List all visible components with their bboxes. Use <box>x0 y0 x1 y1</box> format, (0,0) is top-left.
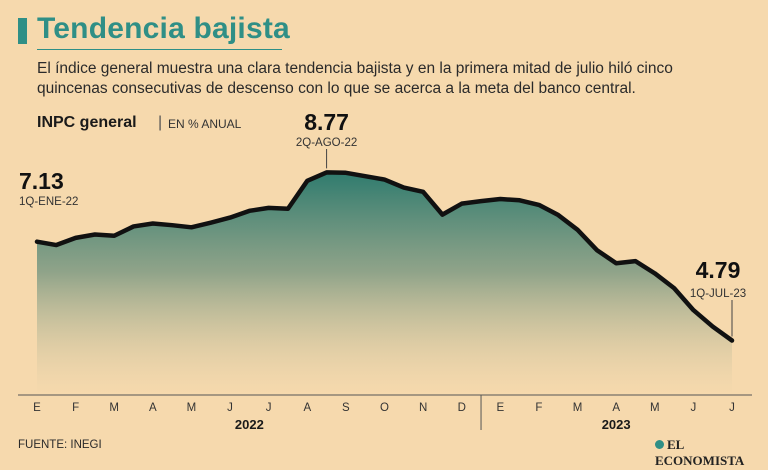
x-tick-label: S <box>342 402 350 414</box>
x-tick-label: M <box>187 402 197 414</box>
brand-dot-icon <box>655 440 664 449</box>
source-note: FUENTE: INEGI <box>18 439 102 451</box>
x-tick-label: A <box>612 402 620 414</box>
year-label: 2023 <box>602 417 631 432</box>
x-tick-label: F <box>72 402 79 414</box>
x-tick-label: J <box>266 402 272 414</box>
brand-name: EL ECONOMISTA <box>655 437 745 468</box>
annotation-value: 7.13 <box>19 168 64 194</box>
annotation-label: 2Q-AGO-22 <box>296 137 357 149</box>
x-tick-label: J <box>227 402 233 414</box>
annotation-label: 1Q-JUL-23 <box>690 288 746 300</box>
x-tick-label: N <box>419 402 427 414</box>
x-tick-label: E <box>496 402 504 414</box>
x-tick-label: M <box>573 402 583 414</box>
annotation-label: 1Q-ENE-22 <box>19 196 78 208</box>
series-area <box>37 172 732 395</box>
x-tick-label: E <box>33 402 41 414</box>
x-tick-label: J <box>729 402 735 414</box>
x-tick-label: M <box>109 402 119 414</box>
series-separator: | <box>158 114 163 131</box>
annotation-value: 4.79 <box>696 257 741 283</box>
annotation-value: 8.77 <box>304 109 349 135</box>
title-underline <box>37 49 282 50</box>
x-tick-label: A <box>149 402 157 414</box>
year-label: 2022 <box>235 417 264 432</box>
series-line <box>34 170 735 343</box>
series-label: INPC general <box>37 114 137 131</box>
x-tick-label: A <box>303 402 311 414</box>
chart-title: Tendencia bajista <box>37 12 290 45</box>
chart-subtitle: El índice general muestra una clara tend… <box>37 60 673 97</box>
x-tick-label: F <box>535 402 542 414</box>
title-accent-bar <box>18 18 27 44</box>
x-tick-label: D <box>458 402 466 414</box>
x-tick-label: M <box>650 402 660 414</box>
series-unit: EN % ANUAL <box>168 117 242 131</box>
x-tick-label: O <box>380 402 389 414</box>
brand-logo: EL ECONOMISTA <box>655 437 768 469</box>
x-tick-label: J <box>691 402 697 414</box>
